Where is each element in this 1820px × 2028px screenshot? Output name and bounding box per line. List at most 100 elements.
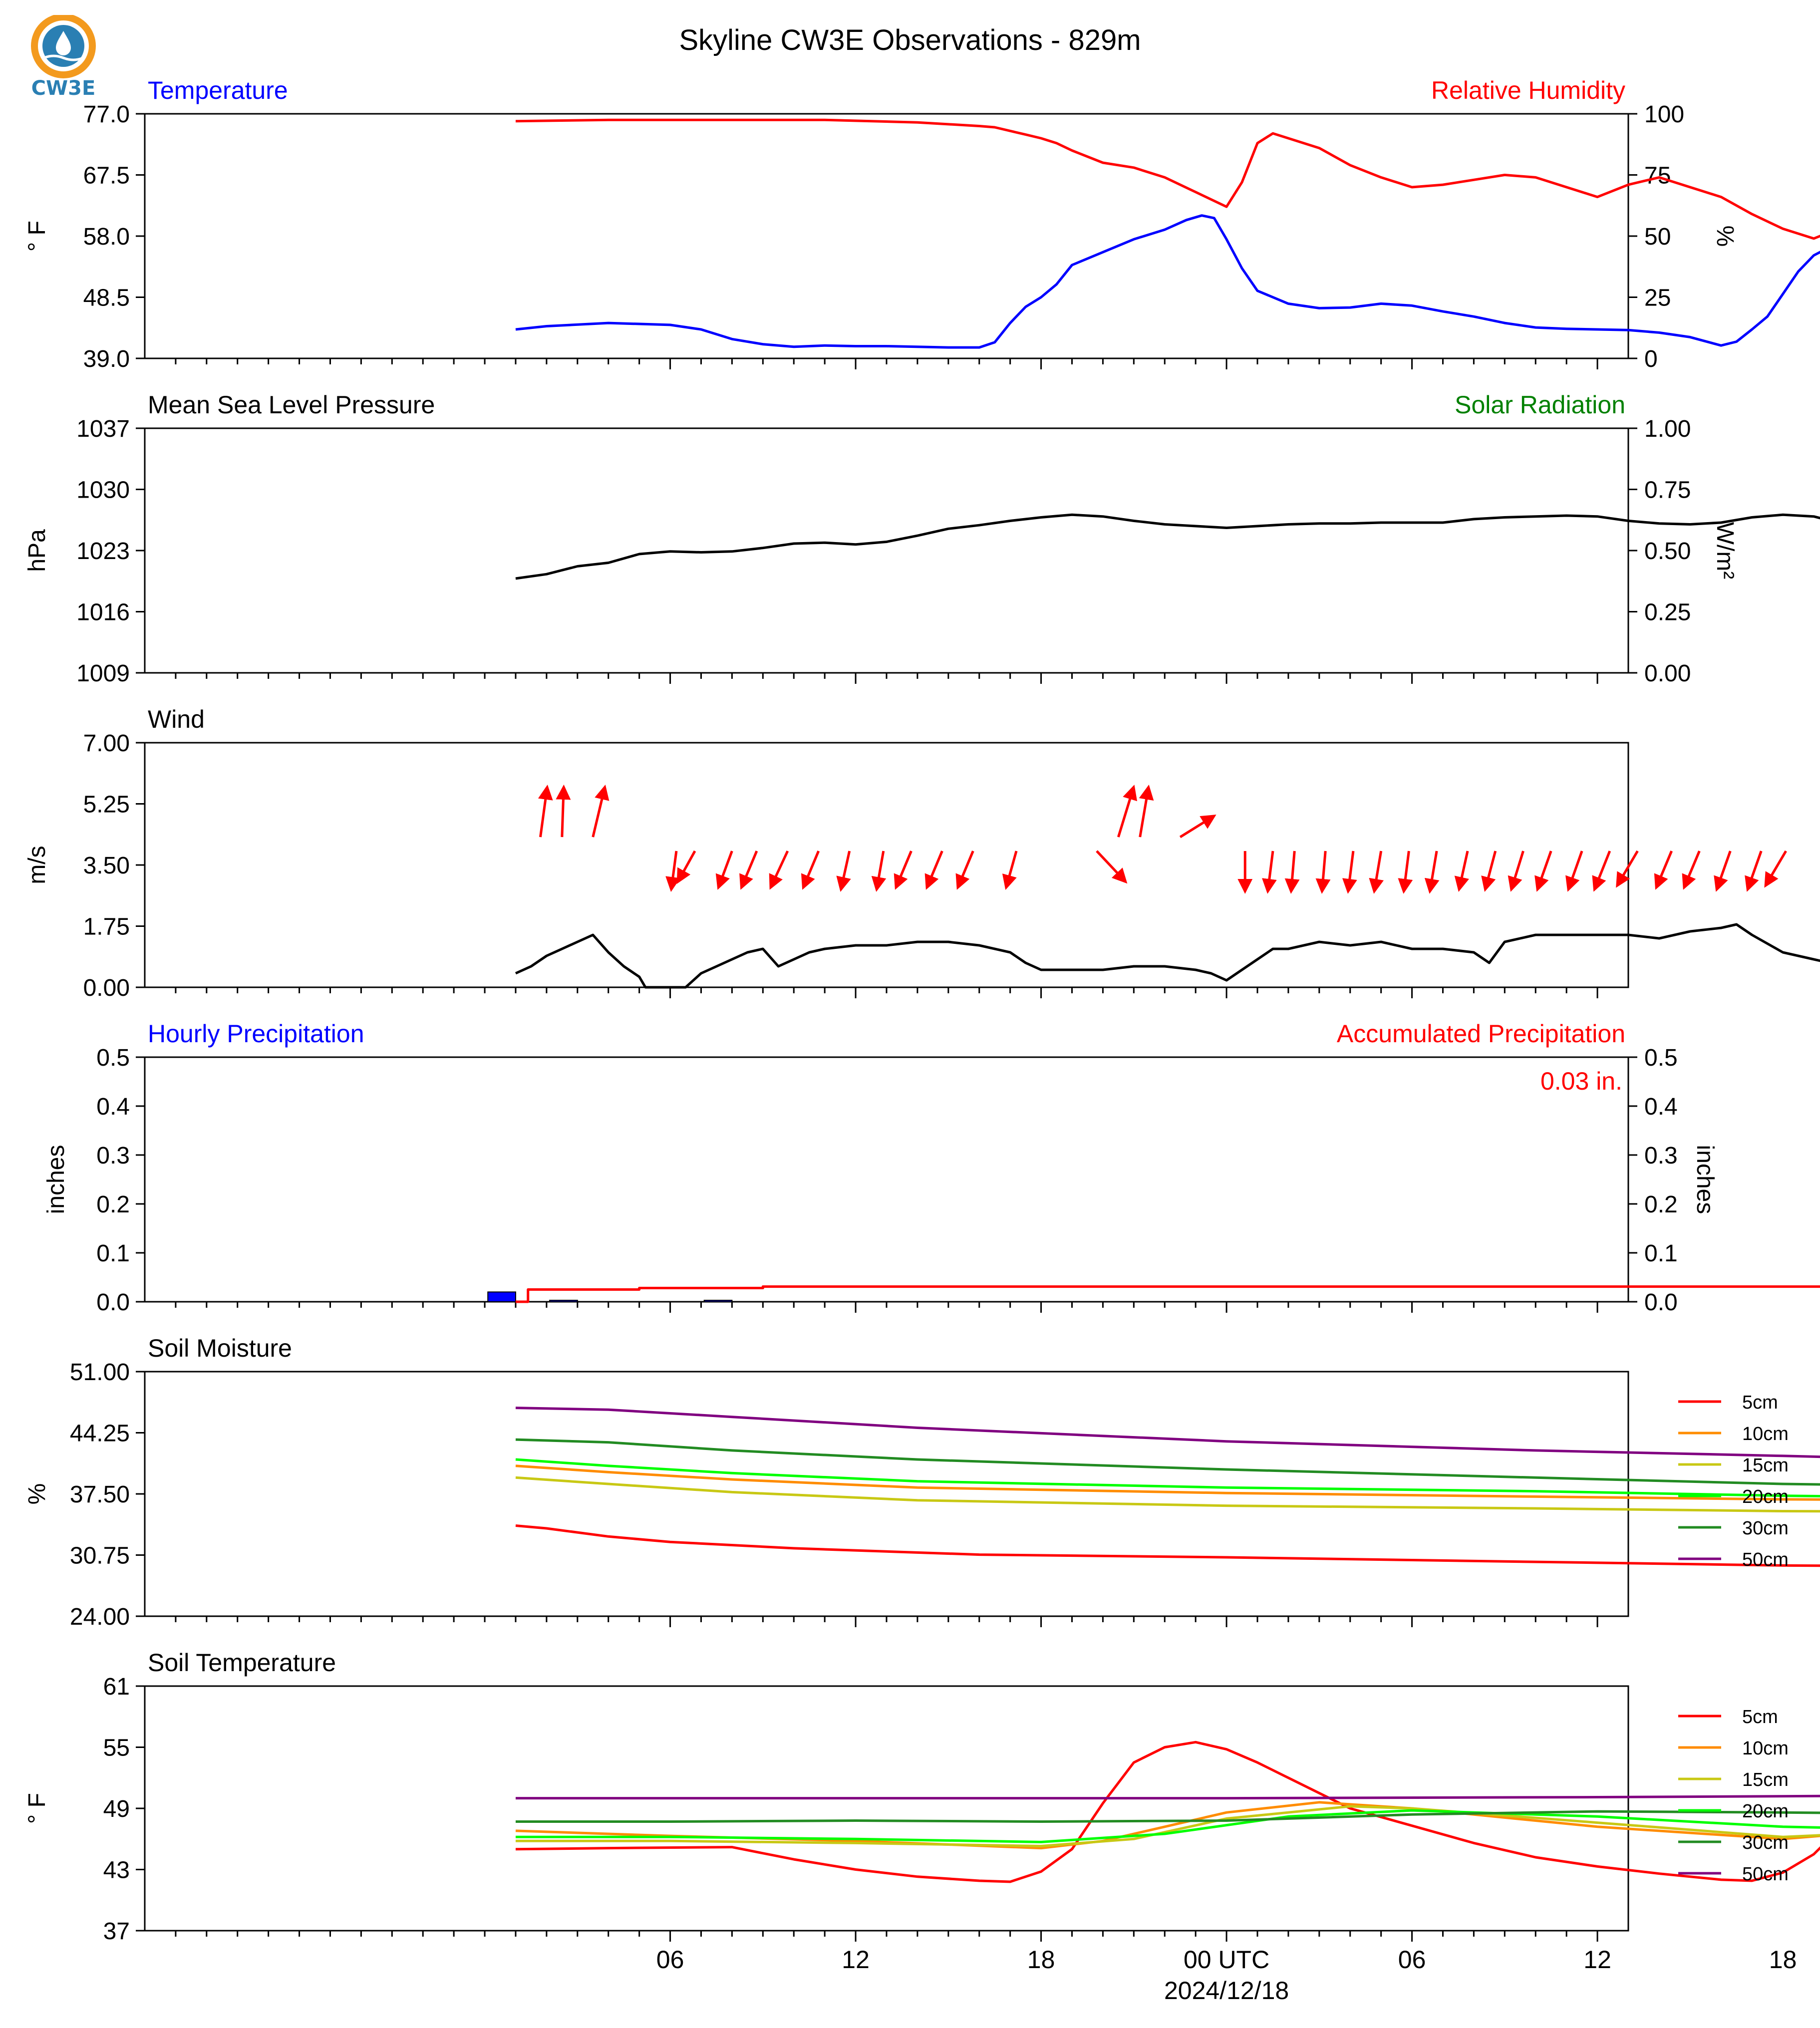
legend-label: 15cm [1742, 1455, 1789, 1476]
wind-arrow [1534, 851, 1552, 892]
y-tick-label: 49 [103, 1796, 130, 1822]
panels: 39.0 48.5 58.0 67.5 77.0 0 25 50 75 100 Temperatur… [24, 76, 1820, 2005]
wind-arrow [1315, 851, 1331, 894]
wind-arrow [1261, 851, 1277, 894]
y-tick-label: 24.00 [70, 1604, 130, 1630]
legend-label: 20cm [1742, 1801, 1789, 1822]
y-axis-label-right: % [1712, 226, 1738, 247]
y-right-tick-label: 0.1 [1644, 1240, 1678, 1267]
x-tick-label: 18 [1027, 1946, 1055, 1974]
panel-title-left: Hourly Precipitation [148, 1020, 364, 1048]
y-axis-label: % [24, 1483, 50, 1505]
y-tick-label: 37.50 [70, 1481, 130, 1508]
precip-bar [487, 1291, 517, 1302]
y-tick-label: 0.0 [96, 1289, 130, 1316]
y-tick-label: 0.5 [96, 1045, 130, 1071]
wind-arrow [1745, 851, 1763, 892]
panel-title-right: Accumulated Precipitation [1337, 1020, 1625, 1048]
wind-arrow [665, 851, 680, 892]
series-line-5cm [515, 1524, 1820, 1567]
panel-title-left: Soil Temperature [148, 1649, 336, 1677]
y-tick-label: 51.00 [70, 1359, 130, 1386]
panel-title-right: Relative Humidity [1431, 76, 1625, 104]
y-right-tick-label: 1.00 [1644, 416, 1691, 442]
panel-title-left: Wind [148, 705, 205, 733]
wind-arrow [556, 784, 571, 838]
wind-arrow [1508, 851, 1524, 892]
wind-arrow [836, 851, 851, 892]
y-tick-label: 0.3 [96, 1143, 130, 1169]
wind-arrow [924, 851, 943, 890]
wind-arrow [1117, 785, 1138, 838]
y-tick-label: 7.00 [83, 730, 130, 757]
panel-soil_moisture: 24.00 30.75 37.50 44.25 51.00 Soil Moisture% 5… [24, 1334, 1820, 1630]
series-line-30cm [516, 1810, 1820, 1823]
wind-arrow [1342, 851, 1357, 894]
legend-label: 30cm [1742, 1518, 1789, 1539]
wind-arrow [592, 785, 609, 838]
y-tick-label: 55 [103, 1735, 130, 1761]
y-right-tick-label: 0.4 [1644, 1094, 1678, 1120]
series-line-20cm [516, 1809, 1820, 1843]
y-tick-label: 1030 [76, 477, 130, 504]
panel-precip: 0.0 0.1 0.2 0.3 0.4 0.5 0.0 0.1 0.2 0.3 0.4 0.5 Hour… [43, 1020, 1820, 1316]
plot-frame [144, 742, 1629, 988]
y-axis-label: hPa [24, 529, 50, 572]
y-right-tick-label: 25 [1644, 285, 1671, 311]
y-tick-label: 0.4 [96, 1094, 130, 1120]
y-right-tick-label: 0.25 [1644, 599, 1691, 626]
y-tick-label: 37 [103, 1918, 130, 1945]
y-right-tick-label: 0 [1644, 346, 1658, 372]
wind-arrow [1654, 851, 1673, 890]
y-right-tick-label: 100 [1644, 101, 1684, 128]
y-tick-label: 1016 [76, 599, 130, 626]
water-drop-icon [56, 31, 71, 55]
wind-arrow [1096, 850, 1128, 884]
y-axis-label: inches [43, 1145, 69, 1214]
accumulated-total-label: 0.03 in. [1540, 1067, 1622, 1095]
wind-arrow [1592, 851, 1611, 892]
wind-arrow [801, 851, 820, 890]
legend-label: 10cm [1742, 1738, 1789, 1759]
wind-arrow [1179, 815, 1216, 839]
y-axis-label-right: W/m² [1712, 522, 1738, 579]
y-axis-label: ° F [24, 1793, 50, 1824]
wind-arrow [1454, 851, 1470, 892]
y-tick-label: 0.1 [96, 1240, 130, 1267]
legend-label: 15cm [1742, 1769, 1789, 1790]
series-line-20cm [515, 1458, 1820, 1498]
y-right-tick-label: 0.5 [1644, 1045, 1678, 1071]
chart-title: Skyline CW3E Observations - 829m [679, 24, 1141, 56]
y-tick-label: 48.5 [83, 285, 130, 311]
panel-temp_rh: 39.0 48.5 58.0 67.5 77.0 0 25 50 75 100 Temperatur… [24, 76, 1820, 372]
series-line-10cm [515, 1464, 1820, 1501]
y-tick-label: 0.00 [83, 975, 130, 1001]
x-tick-label: 06 [656, 1946, 684, 1974]
plot-frame [144, 427, 1629, 674]
panel-wind: 0.00 1.75 3.50 5.25 7.00 Wind m/s [24, 705, 1820, 1001]
series-line-accumulated [516, 1285, 1820, 1303]
y-tick-label: 77.0 [83, 101, 130, 128]
wind-arrow [676, 850, 696, 884]
wind-arrow [871, 851, 887, 892]
wind-arrow [769, 850, 789, 890]
y-right-tick-label: 0.50 [1644, 538, 1691, 565]
legend-label: 10cm [1742, 1424, 1789, 1445]
y-right-tick-label: 0.0 [1644, 1289, 1678, 1316]
legend-label: 5cm [1742, 1392, 1778, 1413]
y-right-tick-label: 0.00 [1644, 660, 1691, 687]
y-tick-label: 58.0 [83, 224, 130, 250]
legend-label: 5cm [1742, 1707, 1778, 1728]
x-tick-label: 12 [1583, 1946, 1611, 1974]
y-tick-label: 1009 [76, 660, 130, 687]
wind-arrow [1682, 851, 1701, 890]
y-tick-label: 3.50 [83, 853, 130, 879]
y-tick-label: 5.25 [83, 792, 130, 818]
plot-frame [144, 1056, 1629, 1303]
series-line-10cm [515, 1801, 1820, 1850]
y-axis-label: m/s [24, 846, 50, 884]
panel-title-left: Soil Moisture [148, 1334, 292, 1362]
wind-arrow [1139, 784, 1154, 838]
precip-bar [549, 1300, 578, 1303]
series-line-left [515, 214, 1820, 349]
